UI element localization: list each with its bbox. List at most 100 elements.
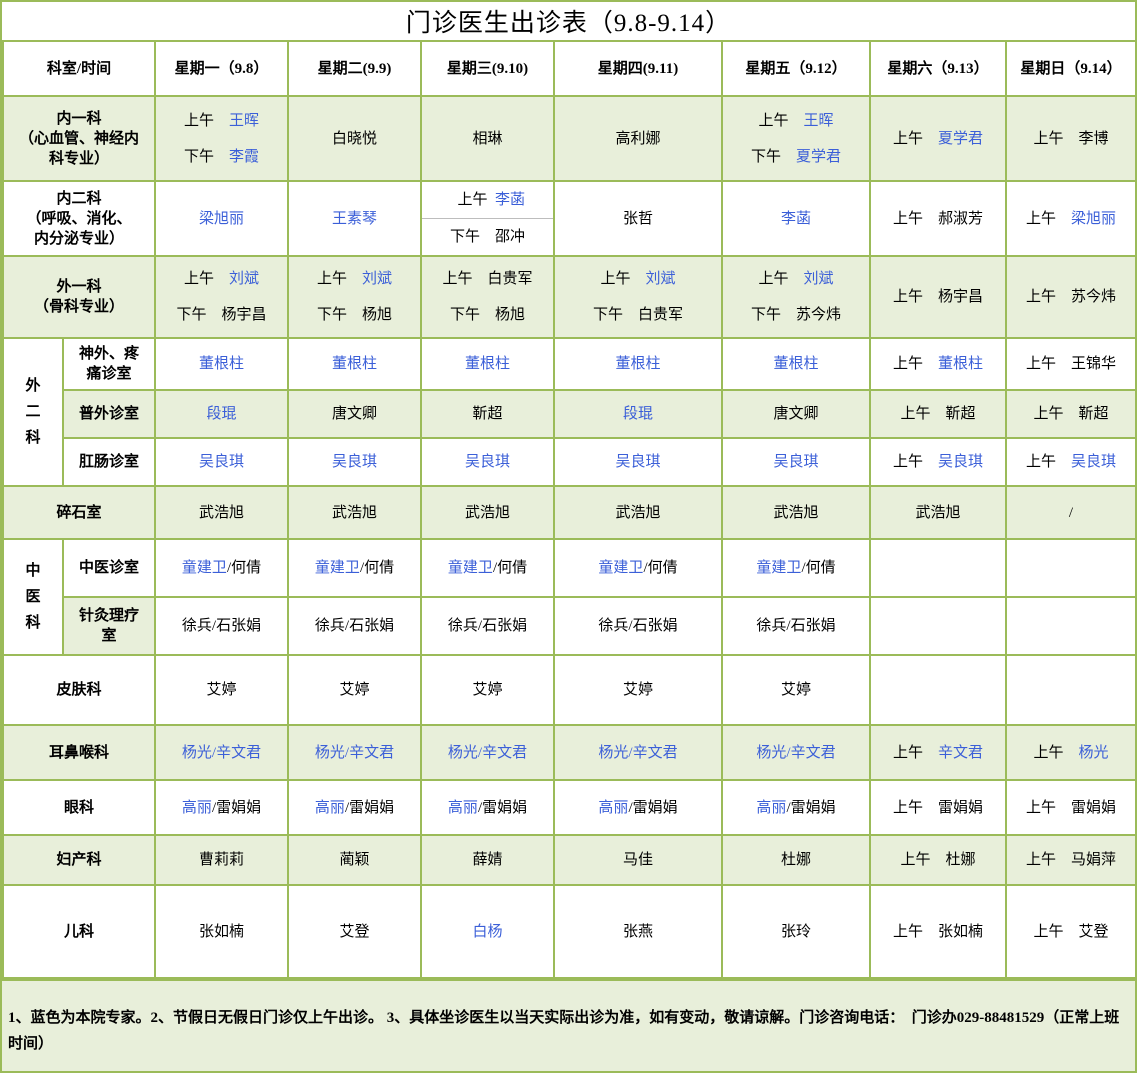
day-header: 星期一（9.8） (154, 40, 290, 97)
doctor-name-expert: 吴良琪 (332, 454, 378, 470)
day-header: 星期五（9.12） (721, 40, 872, 97)
doctor-name: 上午 (893, 356, 939, 372)
doctor-name-expert: 刘斌 (362, 271, 393, 287)
table-row-erbihouke: 耳鼻喉科 杨光/辛文君 杨光/辛文君 杨光/辛文君 杨光/辛文君 杨光/辛文君 上午 辛文君… (1, 724, 1137, 781)
doctor-name: 薛婧 (472, 852, 503, 868)
day-header: 星期日（9.14） (1005, 40, 1137, 97)
schedule-cell: 董根柱 (553, 337, 724, 391)
schedule-cell: 杨光/辛文君 (553, 724, 724, 781)
schedule-cell: 艾婷 (721, 654, 872, 726)
doctor-name: 蔺颖 (339, 852, 370, 868)
schedule-cell: 徐兵/石张娟 (420, 596, 556, 656)
doctor-name-expert: 李菡 (495, 192, 526, 208)
schedule-cell: 上午 夏学君 (869, 95, 1008, 182)
table-row-zhongyi-zhenshi: 中 医 科中医诊室 童建卫/何倩 童建卫/何倩 童建卫/何倩 童建卫/何倩 童建卫/何倩 (2, 538, 1137, 656)
doctor-name: 上午 马娟萍 (1026, 852, 1117, 868)
dept-label: 儿科 (1, 884, 157, 979)
schedule-cell: 艾婷 (553, 654, 724, 726)
doctor-name-expert: 吴良琪 (773, 454, 819, 470)
table-row-zhenjiu-liliao: 针灸理疗 室 徐兵/石张娟 徐兵/石张娟 徐兵/石张娟 徐兵/石张娟 徐兵/石张娟 (3, 596, 1137, 656)
schedule-cell: 张哲 (553, 180, 724, 257)
dept-label: 碎石室 (1, 485, 157, 540)
schedule-cell: 艾婷 (154, 654, 290, 726)
doctor-name: 张燕 (623, 923, 654, 940)
schedule-cell: 薛婧 (420, 834, 556, 886)
doctor-name: 杜娜 (781, 852, 812, 868)
schedule-cell: 上午 吴良琪 (869, 437, 1008, 487)
schedule-cell: 上午 雷娟娟 (1005, 779, 1137, 836)
dept-label: 肛肠诊室 (61, 437, 157, 487)
schedule-cell: 上午 艾登 (1005, 884, 1137, 979)
doctor-name: /何倩 (801, 560, 836, 576)
table-row-shenwai-tengtong: 外 二 科神外、疼 痛诊室 董根柱 董根柱 董根柱 董根柱 董根柱 上午 董根柱 上午 王锦华 (2, 337, 1137, 487)
doctor-name: 武浩旭 (915, 504, 961, 521)
schedule-cell: 段琨 (154, 389, 290, 439)
doctor-name: 下午 白贵军 (593, 307, 684, 323)
doctor-name-expert: 董根柱 (773, 356, 819, 372)
schedule-cell: 武浩旭 (154, 485, 290, 540)
day-header: 星期四(9.11) (553, 40, 724, 97)
dept-label: 外一科 （骨科专业） (1, 255, 157, 339)
schedule-cell: 董根柱 (420, 337, 556, 391)
schedule-cell (1005, 596, 1137, 656)
dept-label: 妇产科 (1, 834, 157, 886)
doctor-name-expert: 王素琴 (332, 210, 378, 227)
doctor-name: 艾婷 (472, 682, 503, 698)
schedule-cell: 武浩旭 (721, 485, 872, 540)
doctor-name: 下午 杨宇昌 (176, 307, 267, 323)
schedule-cell: 上午 刘斌 下午 杨旭 (287, 255, 423, 339)
doctor-name-expert: 白杨 (472, 923, 503, 940)
doctor-name: 艾婷 (623, 682, 654, 698)
page-title: 门诊医生出诊表（9.8-9.14） (2, 2, 1135, 40)
doctor-name-expert: 童建卫 (181, 560, 227, 576)
doctor-name: 艾婷 (781, 682, 812, 698)
dept-label: 皮肤科 (1, 654, 157, 726)
doctor-name: 上午 (457, 192, 503, 208)
doctor-name: 白晓悦 (332, 130, 378, 147)
schedule-cell: 高利娜 (553, 95, 724, 182)
schedule-cell: 徐兵/石张娟 (553, 596, 724, 656)
day-header: 星期六（9.13） (869, 40, 1008, 97)
doctor-name: 高利娜 (615, 130, 661, 147)
doctor-name: 唐文卿 (773, 406, 819, 422)
doctor-name: 徐兵/石张娟 (598, 618, 678, 634)
doctor-name-expert: 王晖 (803, 112, 834, 129)
doctor-name: 相琳 (472, 130, 503, 147)
schedule-cell: 上午 梁旭丽 (1005, 180, 1137, 257)
doctor-name-expert: 段琨 (623, 406, 654, 422)
dept-label: 内一科 （心血管、神经内 科专业） (1, 95, 157, 182)
schedule-cell: 童建卫/何倩 (721, 538, 872, 598)
doctor-name: 徐兵/石张娟 (181, 618, 262, 634)
doctor-name-expert: 董根柱 (615, 356, 661, 372)
doctor-name-expert: 杨光 (1078, 744, 1109, 761)
schedule-cell: 高丽/雷娟娟 (287, 779, 423, 836)
doctor-name-expert: 董根柱 (938, 356, 984, 372)
schedule-cell: 徐兵/石张娟 (287, 596, 423, 656)
doctor-name: 徐兵/石张娟 (756, 618, 836, 634)
doctor-name: 张玲 (781, 923, 812, 940)
doctor-name-expert: 刘斌 (645, 271, 676, 287)
schedule-cell: 上午 刘斌 下午 苏今炜 (721, 255, 872, 339)
doctor-name: 上午 杜娜 (900, 852, 976, 868)
schedule-cell: 高丽/雷娟娟 (420, 779, 556, 836)
schedule-cell (1005, 654, 1137, 726)
doctor-name-expert: 吴良琪 (465, 454, 511, 470)
doctor-name: 武浩旭 (615, 504, 661, 521)
doctor-name: /雷娟娟 (786, 799, 836, 816)
schedule-cell: 武浩旭 (553, 485, 724, 540)
schedule-cell (869, 596, 1008, 656)
doctor-name-expert: 夏学君 (938, 130, 984, 147)
schedule-cell: 白晓悦 (287, 95, 423, 182)
doctor-name-expert: 吴良琪 (199, 454, 245, 470)
doctor-name: 下午 (184, 148, 230, 165)
dept-label: 普外诊室 (61, 389, 157, 439)
doctor-name: 曹莉莉 (199, 852, 245, 868)
schedule-cell: 童建卫/何倩 (287, 538, 423, 598)
schedule-cell (869, 538, 1008, 598)
schedule-cell: 上午 靳超 (869, 389, 1008, 439)
doctor-name: 上午 郝淑芳 (893, 210, 984, 227)
schedule-cell: 白杨 (420, 884, 556, 979)
doctor-name: 武浩旭 (332, 504, 378, 521)
doctor-name: /雷娟娟 (344, 799, 395, 816)
